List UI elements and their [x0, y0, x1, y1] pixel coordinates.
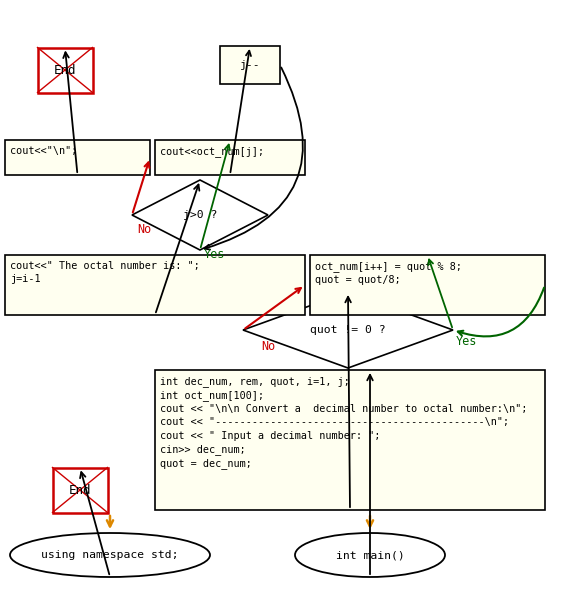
Text: using namespace std;: using namespace std; — [41, 550, 179, 560]
Bar — [155, 140, 305, 175]
Text: int main(): int main() — [336, 550, 404, 560]
Text: cout<<"\n";: cout<<"\n"; — [10, 146, 78, 156]
Text: No: No — [261, 340, 275, 353]
Text: Yes: Yes — [456, 335, 477, 348]
Bar — [310, 255, 545, 315]
Ellipse shape — [295, 533, 445, 577]
Bar — [5, 140, 150, 175]
Text: End: End — [68, 484, 91, 496]
Text: oct_num[i++] = quot % 8;
quot = quot/8;: oct_num[i++] = quot % 8; quot = quot/8; — [315, 261, 462, 285]
Text: Yes: Yes — [204, 248, 225, 261]
Text: int dec_num, rem, quot, i=1, j;
int oct_num[100];
cout << "\n\n Convert a  decim: int dec_num, rem, quot, i=1, j; int oct_… — [160, 376, 528, 469]
Text: End: End — [54, 63, 76, 77]
Polygon shape — [132, 180, 268, 250]
Text: No: No — [137, 223, 151, 236]
Bar — [220, 46, 280, 84]
Text: cout<<oct_num[j];: cout<<oct_num[j]; — [160, 146, 264, 157]
Text: quot != 0 ?: quot != 0 ? — [310, 325, 386, 335]
Bar — [37, 48, 92, 93]
Bar — [155, 370, 545, 510]
Text: cout<<" The octal number is: ";
j=i-1: cout<<" The octal number is: "; j=i-1 — [10, 261, 200, 284]
Text: j>0 ?: j>0 ? — [183, 210, 217, 220]
Bar — [53, 468, 108, 513]
Text: j--: j-- — [239, 60, 260, 70]
Polygon shape — [243, 292, 453, 368]
Ellipse shape — [10, 533, 210, 577]
Bar — [5, 255, 305, 315]
